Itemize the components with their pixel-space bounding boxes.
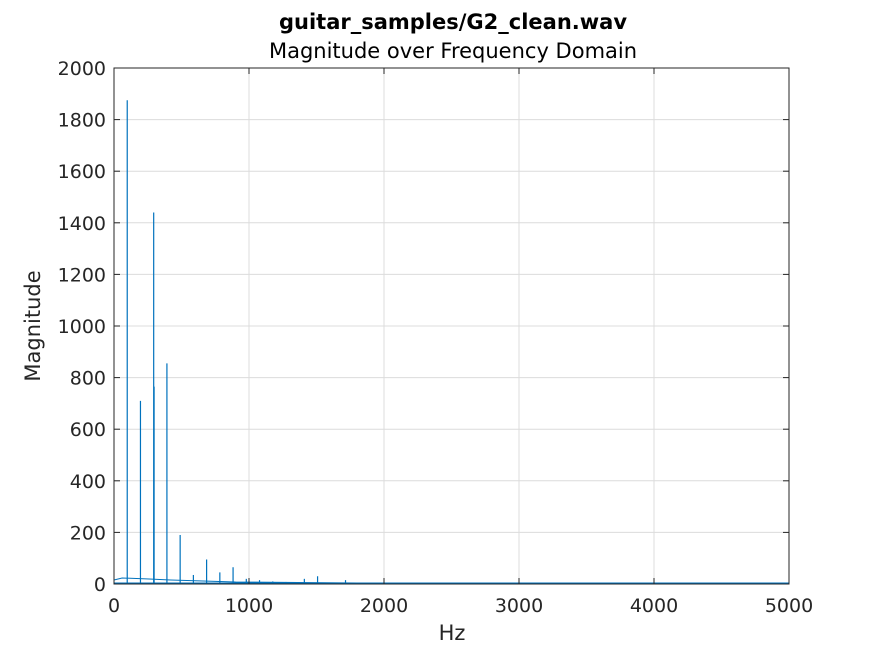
y-tick-label: 1000 (58, 316, 106, 338)
chart-subtitle: Magnitude over Frequency Domain (269, 39, 637, 63)
series-spectrum (113, 100, 789, 584)
y-tick-label: 1200 (58, 264, 106, 286)
y-tick-label: 1400 (58, 213, 106, 235)
y-tick-label: 0 (94, 574, 106, 596)
x-tick-label: 2000 (360, 595, 408, 617)
y-tick-label: 1800 (58, 110, 106, 132)
spectrum-noise (113, 577, 358, 584)
y-tick-label: 200 (70, 522, 106, 544)
x-tick-label: 4000 (630, 595, 678, 617)
x-tick-label: 3000 (495, 595, 543, 617)
x-tick-label: 5000 (765, 595, 813, 617)
x-tick-label: 1000 (225, 595, 273, 617)
y-tick-label: 1600 (58, 161, 106, 183)
y-axis-label: Magnitude (21, 270, 45, 381)
x-axis-label: Hz (439, 621, 466, 645)
ticks: 0 1000 2000 3000 4000 5000 0 200 400 600 800 1000 12… (58, 58, 814, 617)
y-tick-label: 2000 (58, 58, 106, 80)
y-tick-label: 600 (70, 419, 106, 441)
y-tick-label: 400 (70, 471, 106, 493)
chart-title: guitar_samples/G2_clean.wav (279, 10, 627, 34)
grid (113, 67, 790, 585)
x-tick-label: 0 (108, 595, 120, 617)
y-tick-label: 800 (70, 368, 106, 390)
